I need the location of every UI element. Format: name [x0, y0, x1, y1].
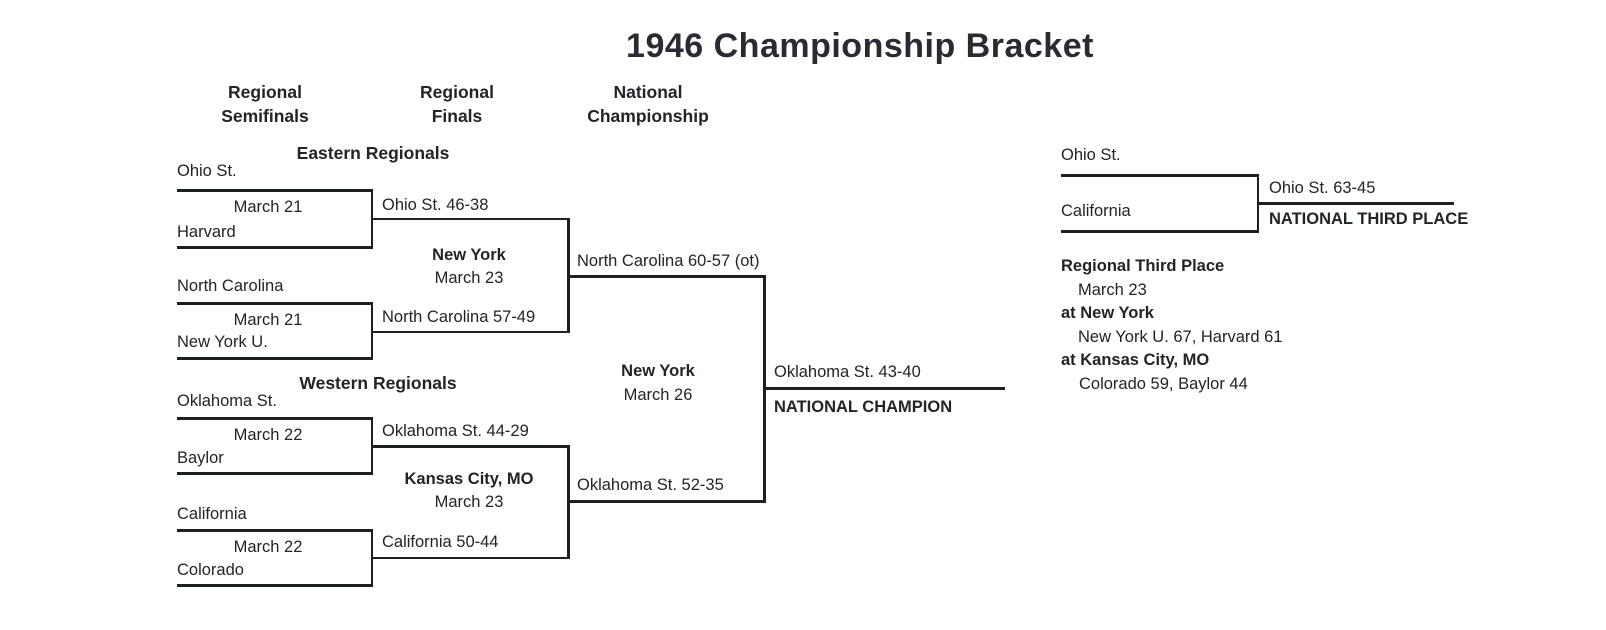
national-champion-label: NATIONAL CHAMPION: [774, 398, 953, 416]
championship-date: March 26: [623, 386, 693, 404]
west-sf1-result: Oklahoma St. 44-29: [382, 422, 529, 440]
west-final-winner-line: [567, 500, 765, 503]
east-sf1-result: Ohio St. 46-38: [382, 196, 489, 214]
west-sf2-line-bottom: [177, 584, 373, 587]
championship-result: Oklahoma St. 43-40: [774, 363, 921, 381]
west-sf1-line-bottom: [177, 472, 373, 475]
regional-third-place-site2: at Kansas City, MO: [1061, 351, 1210, 369]
east-sf1-winner-line: [370, 217, 569, 220]
west-sf1-team2: Baylor: [177, 449, 224, 467]
east-sf2-result: North Carolina 57-49: [382, 308, 536, 326]
third-place-line-bottom: [1061, 230, 1259, 233]
east-sf1-team2: Harvard: [177, 223, 236, 241]
championship-site: New York: [621, 362, 695, 380]
page-title: 1946 Championship Bracket: [626, 27, 1094, 65]
west-sf2-team2: Colorado: [177, 561, 244, 579]
regional-third-place-date: March 23: [1078, 281, 1147, 299]
west-sf1-line-top: [177, 417, 373, 420]
east-final-result: North Carolina 60-57 (ot): [577, 252, 760, 270]
champion-line: [763, 387, 1005, 390]
third-place-team2: California: [1061, 202, 1131, 220]
west-final-date: March 23: [434, 493, 504, 511]
east-sf2-winner-line: [370, 330, 569, 333]
east-sf2-team1: North Carolina: [177, 277, 284, 295]
east-final-site: New York: [432, 246, 506, 264]
regional-third-place-site1: at New York: [1061, 304, 1154, 322]
west-region-label: Western Regionals: [299, 373, 457, 393]
west-sf2-line-top: [177, 529, 373, 532]
column-header-regional-semifinals: Regional Semifinals: [221, 82, 309, 126]
west-sf1-winner-line: [370, 445, 569, 448]
west-final-site: Kansas City, MO: [404, 470, 534, 488]
west-sf2-team1: California: [177, 505, 247, 523]
third-place-winner-line: [1256, 202, 1454, 205]
west-final-result: Oklahoma St. 52-35: [577, 476, 724, 494]
regional-third-place-result1: New York U. 67, Harvard 61: [1078, 328, 1283, 346]
west-sf2-winner-line: [370, 556, 569, 559]
east-sf1-line-top: [177, 189, 373, 192]
east-final-date: March 23: [434, 269, 504, 287]
west-sf2-result: California 50-44: [382, 533, 499, 551]
third-place-line-top: [1061, 174, 1259, 177]
regional-third-place-result2: Colorado 59, Baylor 44: [1079, 375, 1248, 393]
east-sf1-team1: Ohio St.: [177, 162, 237, 180]
east-final-winner-line: [567, 275, 765, 278]
east-sf1-line-bottom: [177, 246, 373, 249]
east-sf1-date: March 21: [233, 198, 303, 216]
third-place-result: Ohio St. 63-45: [1269, 179, 1376, 197]
regional-third-place-heading: Regional Third Place: [1061, 257, 1225, 275]
east-sf2-team2: New York U.: [177, 333, 268, 351]
national-third-place-label: NATIONAL THIRD PLACE: [1269, 210, 1469, 228]
column-header-national-championship: National Championship: [587, 82, 709, 126]
east-region-label: Eastern Regionals: [296, 143, 450, 163]
east-sf2-line-bottom: [177, 357, 373, 360]
third-place-team1: Ohio St.: [1061, 146, 1121, 164]
west-sf1-team1: Oklahoma St.: [177, 392, 277, 410]
west-sf1-date: March 22: [233, 426, 303, 444]
east-sf2-date: March 21: [233, 311, 303, 329]
east-sf2-line-top: [177, 302, 373, 305]
west-sf2-date: March 22: [233, 538, 303, 556]
column-header-regional-finals: Regional Finals: [420, 82, 494, 126]
